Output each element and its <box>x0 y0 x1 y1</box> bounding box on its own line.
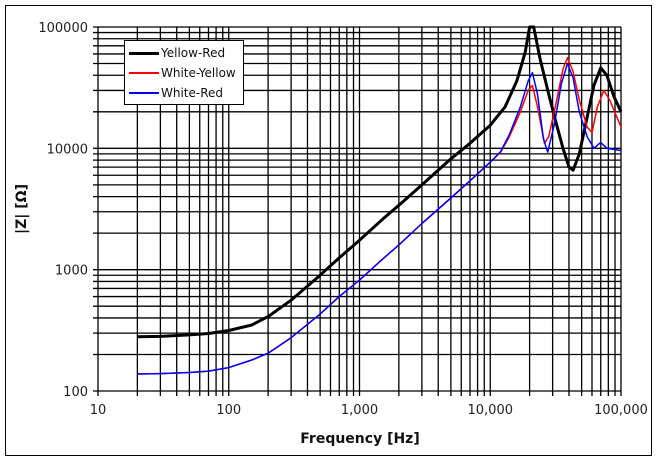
legend-item-white-red: White-Red <box>129 84 223 102</box>
x-tick-label: 1,000 <box>341 403 378 418</box>
white-yellow-line <box>137 56 622 375</box>
y-axis-title: |Z| [Ω] <box>14 184 30 234</box>
yellow-red-line <box>137 25 623 339</box>
y-tick-label: 100000 <box>38 21 88 36</box>
data-series <box>137 25 623 375</box>
legend-label: White-Yellow <box>161 66 236 80</box>
y-tick-label: 10000 <box>47 142 88 157</box>
x-tick-label: 10,000 <box>468 403 514 418</box>
x-tick-label: 10 <box>90 403 107 418</box>
x-axis-title: Frequency [Hz] <box>300 431 419 447</box>
legend-label: Yellow-Red <box>161 46 226 60</box>
legend-swatch <box>129 72 159 74</box>
legend-item-white-yellow: White-Yellow <box>129 64 236 82</box>
white-red-line <box>137 62 622 375</box>
legend-swatch <box>129 92 159 94</box>
legend-item-yellow-red: Yellow-Red <box>129 44 225 62</box>
chart-legend: Yellow-Red White-Yellow White-Red <box>124 40 244 105</box>
y-axis-ticks: 100 1000 10000 100000 <box>38 21 88 400</box>
x-tick-label: 100 <box>216 403 241 418</box>
y-tick-label: 100 <box>63 385 88 400</box>
x-axis-ticks: 10 100 1,000 10,000 100,000 <box>90 403 648 418</box>
legend-label: White-Red <box>161 86 224 100</box>
legend-swatch <box>129 51 159 55</box>
y-tick-label: 1000 <box>55 264 88 279</box>
x-tick-label: 100,000 <box>594 403 648 418</box>
